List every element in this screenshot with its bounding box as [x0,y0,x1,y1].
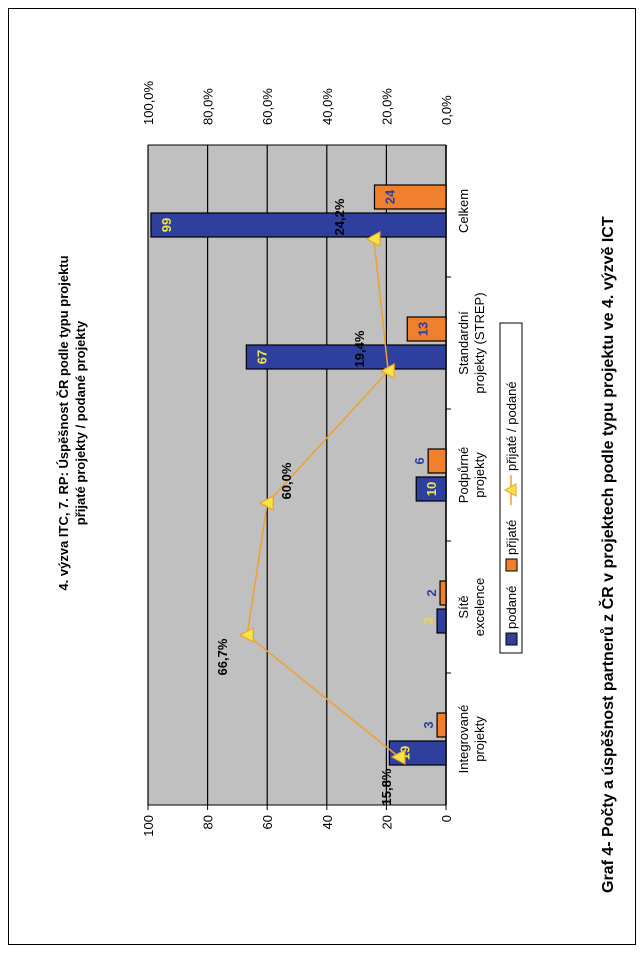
ratio-marker [390,748,406,766]
ratio-label: 60,0% [279,462,294,499]
chart: 0 20 40 60 80 100 0,0% 20,0% 40,0% 60,0% 80,0% 100,… [141,80,523,837]
bar-prijate [439,580,447,606]
bar-prijate [427,448,447,474]
category-label: Celkem [456,189,471,233]
y-right-tick-label: 100,0% [141,80,156,125]
ratio-label: 15,8% [379,768,394,805]
legend-marker-ratio [503,483,517,497]
bar-prijate [406,316,447,342]
bar-prijate-label: 2 [424,589,439,596]
legend-swatch-podane [505,632,518,646]
bar-prijate-label: 24 [382,189,397,204]
bar-podane-label: 67 [254,350,269,364]
ratio-marker [379,362,395,380]
y-right-tick-label: 20,0% [379,88,394,125]
ratio-label: 24,2% [332,198,347,235]
y-right-tick-label: 40,0% [320,88,335,125]
bar-prijate-label: 13 [415,322,430,336]
category-label: projekty [472,452,487,498]
bar-podane-label: 3 [421,617,436,624]
legend-label-ratio: přijaté / podané [504,381,519,471]
y-left-tick-label: 100 [141,815,156,837]
y-left-tick-label: 20 [379,815,394,829]
y-left-tick-label: 80 [201,815,216,829]
bar-podane [415,476,447,502]
legend-label-prijate: přijaté [504,520,519,555]
category-label: Standardní [456,311,471,375]
y-right-tick-label: 80,0% [201,88,216,125]
y-left-tick-label: 0 [439,815,454,822]
category-label: projekty [472,716,487,762]
bar-podane [245,344,447,370]
bar-podane-label: 10 [424,482,439,496]
y-right-tick-label: 0,0% [439,95,454,125]
bar-podane-label: 99 [159,218,174,232]
category-label: excelence [472,578,487,637]
bar-podane [436,608,447,634]
ratio-label: 19,4% [352,330,367,367]
figure-caption: Graf 4- Počty a úspěšnost partnerů z ČR … [600,216,617,893]
category-label: Integrované [456,705,471,774]
legend-swatch-prijate [505,558,518,572]
ratio-marker [365,230,381,248]
ratio-marker [258,494,274,512]
category-label: Sítě [456,595,471,618]
legend-label-podane: podané [504,586,519,629]
bar-prijate-label: 6 [412,457,427,464]
category-label: Podpůrné [456,447,471,503]
figure-frame [8,8,636,945]
plot-area [148,145,446,805]
ratio-marker [238,626,254,644]
y-left-tick-label: 60 [260,815,275,829]
category-label: projekty (STREP) [472,292,487,393]
bar-prijate-label: 3 [421,721,436,728]
y-right-tick-label: 60,0% [260,88,275,125]
bar-prijate [436,712,447,738]
bar-podane [150,212,447,238]
y-left-tick-label: 40 [320,815,335,829]
bar-prijate [373,184,447,210]
ratio-label: 66,7% [215,638,230,675]
